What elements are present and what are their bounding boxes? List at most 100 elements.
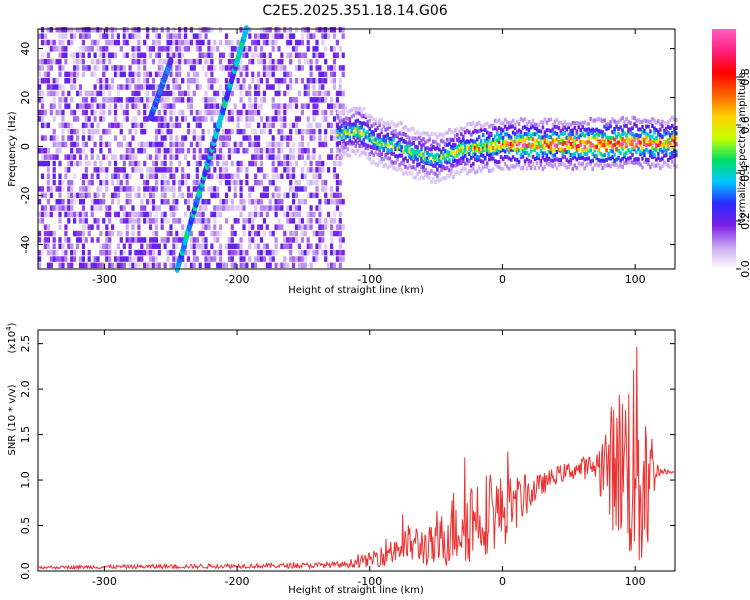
heatmap-cell: [297, 39, 301, 46]
heatmap-cell: [321, 71, 325, 78]
heatmap-cell: [76, 52, 80, 58]
heatmap-cell: [134, 116, 138, 122]
heatmap-cell: [76, 27, 80, 33]
heatmap-cell: [43, 160, 47, 167]
heatmap-cell: [236, 141, 240, 148]
heatmap-trace-cell: [475, 169, 479, 174]
heatmap-cell: [338, 211, 342, 218]
heatmap-cell: [257, 148, 261, 154]
heatmap-cell: [55, 141, 59, 148]
heatmap-cell: [312, 116, 316, 122]
heatmap-cell: [233, 218, 237, 224]
heatmap-cell: [184, 135, 188, 141]
heatmap-cell: [315, 39, 319, 46]
heatmap-cell: [300, 135, 304, 141]
heatmap-cell: [300, 199, 304, 205]
heatmap-trace-cell: [507, 125, 511, 130]
heatmap-trace-cell: [470, 144, 473, 149]
heatmap-trace-cell: [567, 125, 571, 130]
heatmap-cell: [245, 122, 249, 129]
heatmap-trace-cell: [491, 151, 495, 156]
heatmap-trace-cell: [559, 162, 563, 167]
heatmap-cell: [131, 122, 135, 129]
heatmap-cell: [224, 262, 229, 269]
heatmap-cell: [259, 237, 264, 243]
heatmap-trace-cell: [667, 139, 670, 144]
heatmap-cell: [128, 65, 132, 71]
heatmap-trace-cell: [473, 170, 477, 175]
heatmap-cell: [81, 71, 85, 78]
heatmap-trace-cell: [531, 162, 535, 166]
heatmap-cell: [148, 154, 153, 160]
heatmap-trace-cell: [422, 152, 425, 157]
heatmap-trace-cell: [352, 130, 356, 135]
heatmap-trace-cell: [549, 117, 553, 122]
heatmap-cell: [84, 116, 88, 122]
heatmap-cell: [280, 173, 284, 179]
heatmap-trace-cell: [499, 166, 503, 171]
heatmap-cell: [335, 192, 339, 199]
heatmap-cell: [49, 230, 53, 237]
heatmap-cell: [338, 27, 342, 33]
heatmap-cell: [195, 33, 199, 39]
heatmap-trace-cell: [392, 122, 395, 126]
heatmap-trace-cell: [661, 119, 664, 124]
heatmap-trace-cell: [579, 155, 582, 160]
heatmap-trace-cell: [358, 111, 362, 116]
heatmap-cell: [151, 141, 156, 148]
heatmap-cell: [248, 224, 252, 230]
heatmap-trace-cell: [378, 118, 381, 123]
heatmap-trace-cell: [376, 145, 379, 150]
heatmap-trace-cell: [649, 142, 652, 147]
heatmap-cell: [192, 65, 196, 71]
heatmap-trace-cell: [515, 142, 519, 147]
heatmap-cell: [90, 179, 94, 186]
heatmap-cell: [58, 103, 62, 109]
heatmap-trace-cell: [408, 143, 411, 148]
heatmap-cell: [245, 90, 249, 97]
heatmap-cell: [128, 186, 132, 192]
heatmap-trace-cell: [637, 161, 640, 166]
heatmap-cell: [70, 122, 74, 129]
heatmap-cell: [207, 128, 211, 135]
heatmap-trace-cell: [346, 116, 350, 121]
heatmap-trace-cell: [372, 143, 375, 147]
heatmap-trace-cell: [368, 152, 371, 156]
heatmap-trace-cell: [529, 125, 533, 130]
heatmap-cell: [262, 230, 266, 237]
heatmap-cell: [216, 46, 220, 52]
heatmap-cell: [181, 230, 185, 237]
heatmap-trace-cell: [428, 153, 431, 157]
heatmap-trace-cell: [404, 133, 407, 137]
heatmap-cell: [219, 230, 223, 237]
heatmap-cell: [105, 52, 109, 58]
heatmap-trace-cell: [573, 155, 577, 159]
heatmap-trace-cell: [362, 106, 366, 111]
heatmap-cell: [78, 103, 83, 109]
heatmap-cell: [262, 128, 266, 135]
heatmap-trace-cell: [615, 124, 618, 129]
heatmap-trace-cell: [364, 131, 368, 136]
heatmap-cell: [230, 52, 234, 58]
heatmap-trace-cell: [529, 159, 533, 164]
heatmap-cell: [67, 78, 71, 84]
heatmap-cell: [306, 249, 310, 256]
heatmap-cell: [303, 58, 307, 65]
heatmap-cell: [280, 243, 284, 249]
heatmap-trace-cell: [382, 157, 385, 162]
heatmap-cell: [198, 58, 202, 65]
heatmap-trace-cell: [569, 142, 573, 146]
heatmap-cell: [286, 205, 290, 211]
heatmap-cell: [224, 199, 229, 205]
heatmap-cell: [111, 84, 115, 90]
heatmap-streak-cell: [168, 56, 174, 65]
heatmap-trace-cell: [653, 126, 656, 131]
heatmap-cell: [239, 71, 243, 78]
heatmap-cell: [67, 262, 71, 269]
heatmap-cell: [224, 135, 229, 141]
heatmap-cell: [204, 148, 208, 154]
heatmap-cell: [277, 65, 281, 71]
x-tick-label: -200: [225, 575, 250, 588]
heatmap-cell: [154, 116, 158, 122]
heatmap-cell: [265, 39, 269, 46]
